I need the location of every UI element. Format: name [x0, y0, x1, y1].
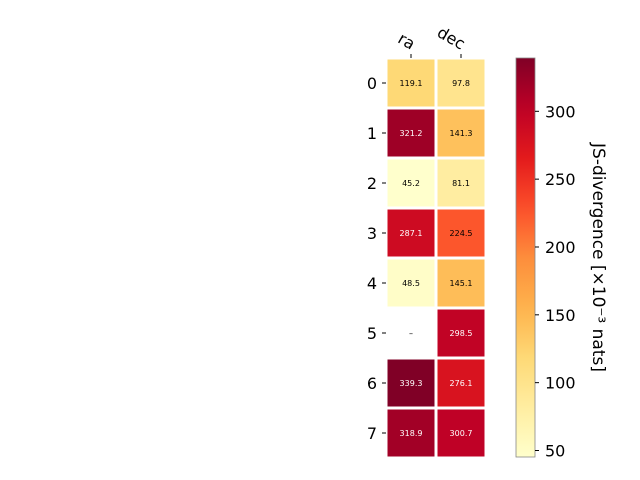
row-label-5: 5 — [367, 324, 377, 343]
cell-value-label-2-dec: 81.1 — [452, 179, 470, 188]
cell-value-label-2-ra: 45.2 — [402, 179, 420, 188]
heatmap-cell-5-ra — [387, 309, 435, 357]
heatmap-cells: 119.1 97.8 321.2 141.3 45.2 81.1 287.1 224.5 48.… — [387, 59, 485, 457]
heatmap-cell-4-ra — [387, 259, 435, 307]
cell-value-label-1-ra: 321.2 — [400, 129, 423, 138]
colorbar: 50 100 150 200 250 300 JS-divergence [×10⁻³ na… — [515, 57, 608, 460]
cell-value-label-7-dec: 300.7 — [450, 429, 473, 438]
cell-value-label-6-dec: 276.1 — [450, 379, 473, 388]
heatmap-cell-6-dec — [437, 359, 485, 407]
heatmap-cell-2-ra — [387, 159, 435, 207]
colorbar-tick-label-150: 150 — [545, 306, 576, 325]
cell-value-label-6-ra: 339.3 — [400, 379, 423, 388]
colorbar-tick-label-100: 100 — [545, 374, 576, 393]
column-label-ra: ra — [395, 29, 419, 54]
row-label-0: 0 — [367, 74, 377, 93]
row-label-1: 1 — [367, 124, 377, 143]
cell-value-label-0-dec: 97.8 — [452, 79, 470, 88]
colorbar-tick-label-300: 300 — [545, 102, 576, 121]
heatmap-cell-0-dec — [437, 59, 485, 107]
heatmap-cell-2-dec — [437, 159, 485, 207]
cell-value-label-1-dec: 141.3 — [450, 129, 473, 138]
row-axis: 0 1 2 3 4 5 6 7 — [367, 74, 386, 443]
heatmap-cell-7-dec — [437, 409, 485, 457]
cell-value-label-7-ra: 318.9 — [400, 429, 423, 438]
colorbar-tick-label-200: 200 — [545, 238, 576, 257]
row-label-4: 4 — [367, 274, 377, 293]
cell-value-label-5-ra: – — [409, 329, 413, 338]
heatmap-cell-4-dec — [437, 259, 485, 307]
row-label-3: 3 — [367, 224, 377, 243]
cell-value-label-5-dec: 298.5 — [450, 329, 473, 338]
colorbar-gradient — [515, 57, 536, 458]
column-label-dec: dec — [434, 23, 468, 54]
cell-value-label-4-ra: 48.5 — [402, 279, 420, 288]
heatmap-cell-6-ra — [387, 359, 435, 407]
heatmap-cell-3-ra — [387, 209, 435, 257]
column-axis: ra dec — [395, 23, 469, 58]
colorbar-tick-label-250: 250 — [545, 170, 576, 189]
heatmap-cell-3-dec — [437, 209, 485, 257]
heatmap-cell-0-ra — [387, 59, 435, 107]
colorbar-label: JS-divergence [×10⁻³ nats] — [588, 142, 608, 372]
colorbar-tick-label-50: 50 — [545, 441, 565, 460]
heatmap-cell-5-dec — [437, 309, 485, 357]
cell-value-label-3-dec: 224.5 — [450, 229, 473, 238]
heatmap-cell-7-ra — [387, 409, 435, 457]
heatmap-cell-1-dec — [437, 109, 485, 157]
cell-value-label-3-ra: 287.1 — [400, 229, 423, 238]
heatmap-cell-1-ra — [387, 109, 435, 157]
row-label-7: 7 — [367, 424, 377, 443]
row-label-6: 6 — [367, 374, 377, 393]
cell-value-label-0-ra: 119.1 — [400, 79, 423, 88]
row-label-2: 2 — [367, 174, 377, 193]
cell-value-label-4-dec: 145.1 — [450, 279, 473, 288]
